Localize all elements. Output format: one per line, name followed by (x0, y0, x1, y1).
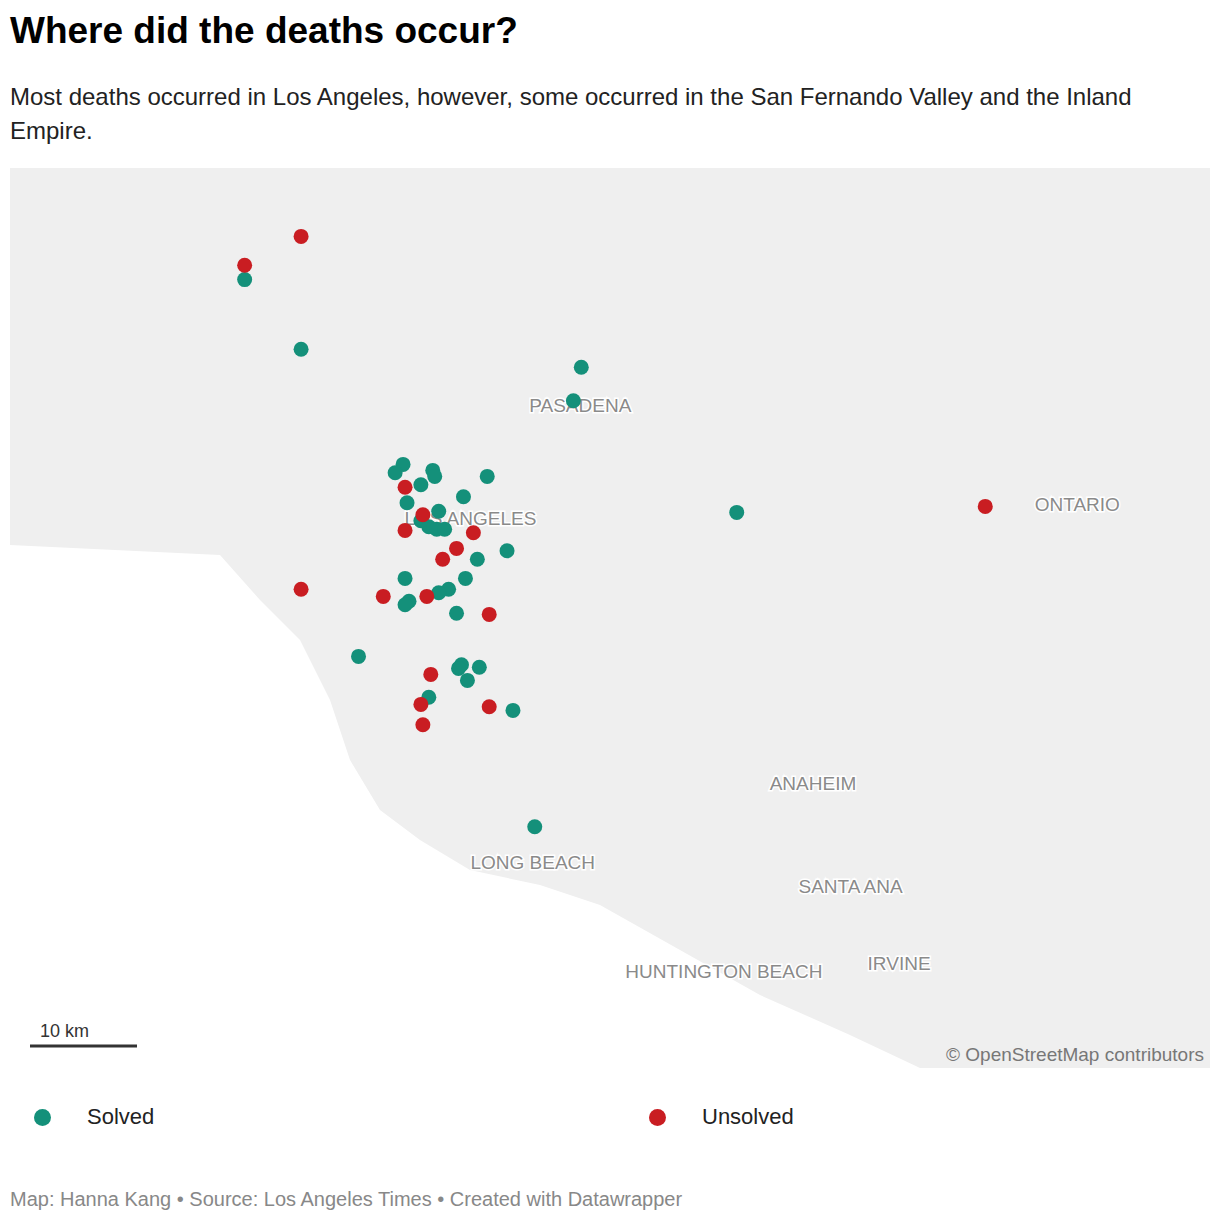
svg-text:10 km: 10 km (40, 1021, 89, 1041)
svg-text:HUNTINGTON BEACH: HUNTINGTON BEACH (625, 961, 822, 982)
svg-text:LONG BEACH: LONG BEACH (470, 852, 595, 873)
svg-text:© OpenStreetMap contributors: © OpenStreetMap contributors (946, 1044, 1204, 1065)
html-text:Most deaths occurred in Los An: Most deaths occurred in Los Angeles, how… (10, 83, 1132, 144)
svg-text:ONTARIO: ONTARIO (1035, 494, 1120, 515)
svg-text:PASADENA: PASADENA (529, 395, 631, 416)
html-text:Map: Hanna Kang • Source: Los: Map: Hanna Kang • Source: Los Angeles Ti… (10, 1188, 683, 1210)
html-text:Unsolved: Unsolved (702, 1104, 794, 1129)
svg-text:IRVINE: IRVINE (868, 953, 931, 974)
html-text:Where did the deaths occur?: Where did the deaths occur? (10, 10, 518, 51)
svg-text:SANTA ANA: SANTA ANA (799, 876, 904, 897)
html-text:Solved: Solved (87, 1104, 155, 1129)
svg-text:LOS ANGELES: LOS ANGELES (404, 508, 536, 529)
svg-text:ANAHEIM: ANAHEIM (770, 773, 857, 794)
